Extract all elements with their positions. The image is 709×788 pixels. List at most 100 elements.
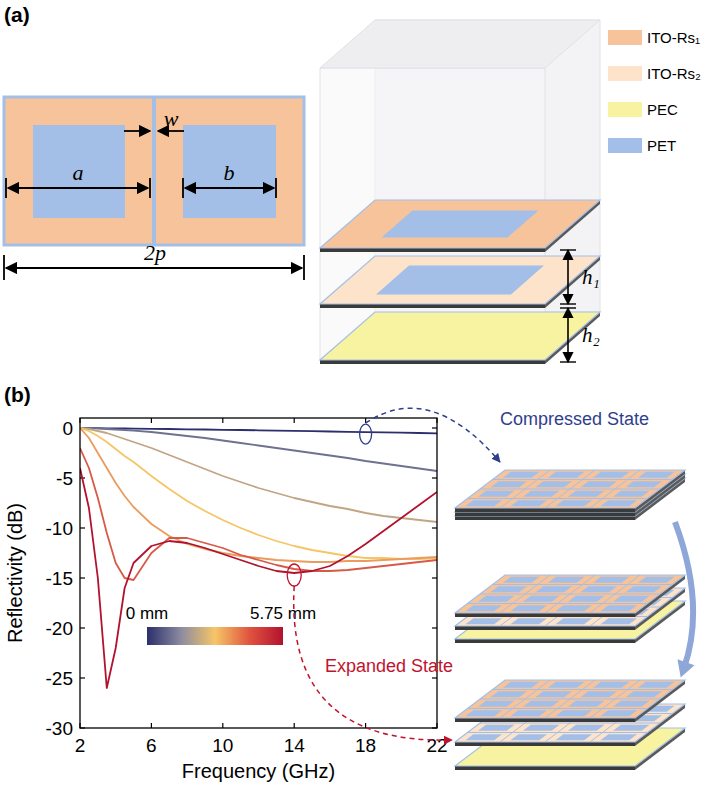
dimension-label: a xyxy=(73,160,84,185)
panel-label: (b) xyxy=(4,383,31,406)
patch xyxy=(613,725,650,731)
colorbar xyxy=(147,627,283,645)
y-tick xyxy=(432,427,437,428)
patch xyxy=(568,701,605,707)
patch xyxy=(568,725,605,731)
patch xyxy=(600,734,637,740)
layer xyxy=(455,680,685,722)
layer-top xyxy=(455,470,685,508)
patch xyxy=(465,500,502,506)
cell-gap xyxy=(152,97,156,245)
y-tick-label: -5 xyxy=(56,468,73,489)
dimension-arrow xyxy=(185,187,274,189)
x-tick-label: 2 xyxy=(75,735,86,756)
transition-arrow xyxy=(675,522,693,668)
cell-line xyxy=(468,708,648,709)
patch xyxy=(600,500,637,506)
material-legend: ITO-Rs₁ITO-Rs₂PECPET xyxy=(608,29,701,154)
patch xyxy=(382,211,539,238)
patch xyxy=(503,577,540,583)
legend-label: ITO-Rs₁ xyxy=(647,29,700,46)
y-tick-label: -20 xyxy=(46,618,73,639)
dimension-tick xyxy=(149,178,151,198)
transition-arrow-head xyxy=(677,659,694,677)
layer-top xyxy=(320,312,600,360)
patch xyxy=(478,596,515,602)
y-tick-label: -30 xyxy=(46,718,73,739)
patch xyxy=(613,491,650,497)
patch xyxy=(593,472,630,478)
patch xyxy=(638,577,675,583)
legend-label: PEC xyxy=(647,101,678,118)
layer-top xyxy=(455,601,685,639)
x-tick-label: 18 xyxy=(355,735,376,756)
patch xyxy=(555,734,592,740)
stack xyxy=(455,680,685,770)
patch xyxy=(613,701,650,707)
patch xyxy=(593,577,630,583)
colorbar-label: 5.75 mm xyxy=(250,604,316,623)
layer-top xyxy=(455,575,685,613)
air-box-top xyxy=(320,20,600,68)
cell-line xyxy=(480,489,660,490)
patch xyxy=(465,710,502,716)
y-tick-label: 0 xyxy=(62,418,73,439)
x-tick xyxy=(365,723,366,728)
y-axis-title: Reflectivity (dB) xyxy=(4,503,26,643)
patch xyxy=(638,682,675,688)
patch xyxy=(638,472,675,478)
patch xyxy=(593,682,630,688)
layer xyxy=(455,575,685,617)
layer xyxy=(455,588,685,630)
layer-top xyxy=(320,256,600,304)
x-tick-label: 10 xyxy=(212,735,233,756)
cell-line xyxy=(468,498,648,499)
series-line xyxy=(80,468,437,688)
lines xyxy=(80,428,437,688)
patch xyxy=(465,605,502,611)
stack xyxy=(455,575,685,643)
patch xyxy=(183,125,276,218)
patch xyxy=(625,691,662,697)
legend-label: PET xyxy=(647,137,676,154)
legend-swatch xyxy=(608,102,642,117)
patch xyxy=(580,481,617,487)
layer xyxy=(455,601,685,643)
patch xyxy=(555,500,592,506)
dimension-tick xyxy=(5,178,7,198)
patch xyxy=(510,500,547,506)
dimension-arrow xyxy=(8,187,148,189)
y-tick xyxy=(80,627,85,628)
dimension-tick xyxy=(3,255,5,280)
annotation-arrow xyxy=(366,408,500,462)
x-tick xyxy=(222,418,223,423)
x-axis-title: Frequency (GHz) xyxy=(182,760,335,782)
patch xyxy=(523,596,560,602)
layer xyxy=(320,256,600,308)
cell-line xyxy=(480,723,660,724)
patch xyxy=(33,125,125,218)
patch xyxy=(548,472,585,478)
patch xyxy=(600,605,637,611)
y-tick xyxy=(432,677,437,678)
patch xyxy=(523,725,560,731)
series-line xyxy=(80,428,437,471)
dimension-tick xyxy=(182,178,184,198)
patch xyxy=(580,691,617,697)
annotation-ellipse xyxy=(360,424,372,444)
layer xyxy=(455,470,685,512)
y-tick xyxy=(432,477,437,478)
patch xyxy=(535,691,572,697)
panel-label: (a) xyxy=(4,3,30,26)
x-tick-label: 6 xyxy=(146,735,157,756)
patch xyxy=(555,605,592,611)
dimension-tick xyxy=(560,361,576,362)
dimension-tick xyxy=(560,307,576,308)
patch xyxy=(568,491,605,497)
patch xyxy=(548,682,585,688)
patch xyxy=(510,605,547,611)
patch xyxy=(490,691,527,697)
cell-line xyxy=(590,470,640,508)
y-tick xyxy=(432,627,437,628)
layer xyxy=(320,312,600,364)
